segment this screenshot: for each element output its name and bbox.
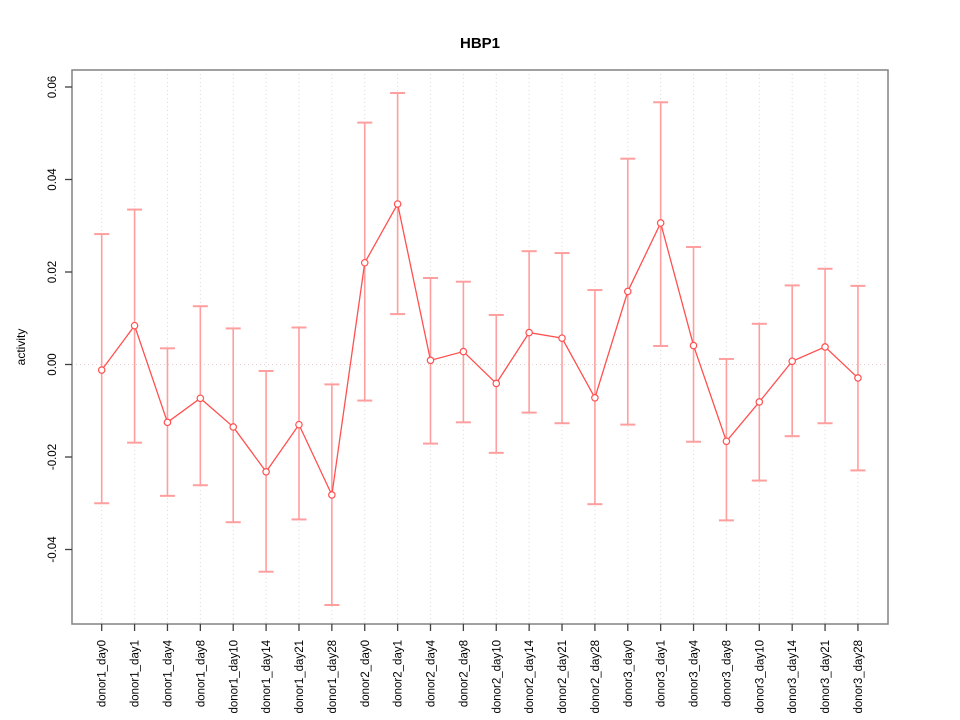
data-point	[558, 334, 566, 342]
data-point	[788, 357, 796, 366]
x-tick-label: donor3_day21	[820, 640, 832, 714]
y-tick-label: -0.04	[47, 536, 59, 563]
x-tick-label: donor2_day8	[458, 640, 470, 707]
y-tick-label: 0.04	[47, 168, 59, 191]
data-point	[656, 219, 665, 227]
y-tick-label: 0.06	[47, 76, 59, 98]
data-point	[262, 467, 270, 476]
x-tick-label: donor3_day4	[689, 639, 701, 707]
data-point	[722, 437, 731, 446]
y-tick-label: -0.02	[47, 444, 59, 470]
x-tick-label: donor2_day10	[491, 640, 503, 714]
data-point	[328, 491, 336, 499]
data-point	[163, 418, 172, 427]
x-tick-label: donor1_day4	[162, 639, 174, 707]
data-point	[755, 398, 764, 406]
data-point	[229, 423, 238, 431]
data-point	[821, 343, 829, 351]
data-point	[97, 366, 106, 374]
x-tick-label: donor3_day10	[754, 640, 766, 714]
data-point	[393, 200, 402, 208]
x-tick-label: donor1_day1	[130, 640, 142, 707]
data-point	[689, 341, 698, 350]
data-point	[426, 356, 435, 365]
x-tick-label: donor1_day0	[97, 640, 109, 707]
data-point	[623, 287, 632, 296]
data-point	[525, 328, 533, 337]
x-tick-label: donor1_day21	[294, 640, 306, 714]
data-point	[591, 393, 599, 402]
y-tick-label: 0.02	[47, 261, 59, 283]
x-tick-label: donor3_day0	[623, 640, 635, 707]
data-point	[130, 321, 139, 330]
x-tick-label: donor3_day1	[656, 640, 668, 707]
chart-title: HBP1	[459, 35, 500, 52]
y-tick-label: 0.00	[47, 353, 59, 375]
x-tick-label: donor1_day14	[261, 639, 273, 713]
data-point	[854, 374, 862, 382]
series-line	[101, 202, 859, 498]
x-tick-label: donor2_day1	[393, 640, 405, 707]
x-tick-label: donor3_day14	[787, 639, 799, 713]
data-point	[196, 394, 205, 403]
x-tick-label: donor2_day28	[590, 640, 602, 714]
data-point	[492, 379, 501, 388]
x-tick-label: donor3_day28	[853, 640, 865, 714]
x-tick-label: donor3_day8	[721, 640, 733, 707]
x-tick-label: donor1_day10	[228, 640, 240, 714]
data-point	[295, 420, 303, 429]
x-tick-label: donor2_day14	[524, 639, 536, 713]
x-tick-label: donor1_day28	[327, 640, 339, 714]
x-tick-label: donor1_day8	[195, 640, 207, 707]
x-tick-label: donor2_day4	[426, 639, 438, 707]
data-point	[459, 347, 468, 356]
x-tick-label: donor2_day21	[557, 640, 569, 714]
y-axis-label: activity	[14, 329, 28, 366]
x-tick-label: donor2_day0	[360, 640, 372, 707]
data-point	[360, 258, 369, 267]
plot-border	[71, 69, 889, 625]
